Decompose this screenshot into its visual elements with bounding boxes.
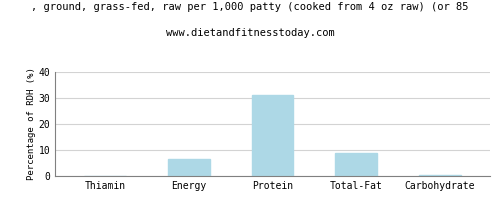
Text: , ground, grass-fed, raw per 1,000 patty (cooked from 4 oz raw) (or 85: , ground, grass-fed, raw per 1,000 patty…: [31, 2, 469, 12]
Bar: [252, 95, 294, 176]
Bar: [419, 175, 461, 176]
Bar: [335, 153, 377, 176]
Y-axis label: Percentage of RDH (%): Percentage of RDH (%): [26, 68, 36, 180]
Text: www.dietandfitnesstoday.com: www.dietandfitnesstoday.com: [166, 28, 334, 38]
Bar: [168, 159, 210, 176]
